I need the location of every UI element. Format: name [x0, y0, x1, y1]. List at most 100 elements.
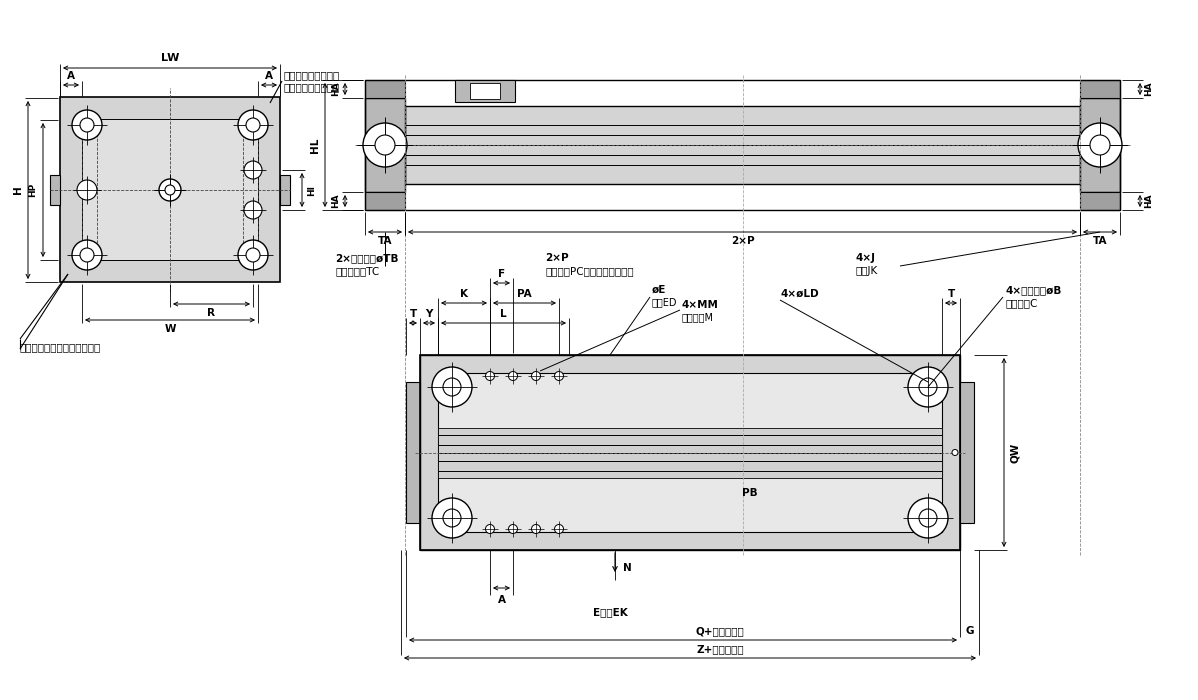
Text: Y: Y — [425, 309, 432, 319]
Text: HP: HP — [29, 183, 37, 197]
Bar — [1081, 80, 1120, 98]
Text: LW: LW — [161, 53, 180, 63]
Circle shape — [952, 449, 958, 456]
Text: 4×J: 4×J — [855, 253, 875, 263]
Circle shape — [555, 524, 563, 533]
Text: 4×座ぐり径øB: 4×座ぐり径øB — [1005, 285, 1061, 295]
Circle shape — [443, 378, 461, 396]
Text: HI: HI — [308, 185, 316, 195]
Circle shape — [165, 185, 175, 195]
Circle shape — [919, 509, 937, 527]
Text: A: A — [497, 595, 506, 605]
Bar — [420, 355, 960, 550]
Bar — [470, 83, 500, 99]
Text: HA: HA — [1144, 194, 1154, 209]
Circle shape — [159, 179, 181, 201]
Circle shape — [432, 367, 472, 407]
Circle shape — [238, 110, 268, 140]
Text: 2×P: 2×P — [545, 253, 569, 263]
Circle shape — [80, 118, 93, 132]
Bar — [60, 97, 280, 282]
Text: TA: TA — [1093, 236, 1107, 246]
Text: H: H — [13, 186, 23, 195]
Circle shape — [238, 240, 268, 270]
Text: 座ぐり深C: 座ぐり深C — [1005, 298, 1037, 308]
Circle shape — [80, 248, 93, 262]
Circle shape — [1078, 123, 1123, 167]
Text: A: A — [67, 71, 75, 81]
Bar — [81, 119, 258, 260]
Text: 4×MM: 4×MM — [682, 300, 719, 310]
Text: T: T — [948, 289, 955, 299]
Text: F: F — [498, 269, 506, 279]
Bar — [405, 106, 1081, 184]
Bar — [1081, 192, 1120, 210]
Circle shape — [555, 372, 563, 381]
Circle shape — [908, 367, 948, 407]
Circle shape — [244, 201, 262, 219]
Text: ストローク調整ねじ: ストローク調整ねじ — [283, 70, 339, 80]
Text: （インナーカバー）: （インナーカバー） — [283, 82, 339, 92]
Text: A: A — [265, 71, 273, 81]
Text: 深さED: 深さED — [652, 297, 678, 307]
Circle shape — [508, 524, 518, 533]
Circle shape — [363, 123, 407, 167]
Circle shape — [508, 372, 518, 381]
Text: HA: HA — [1144, 82, 1154, 97]
Text: L: L — [501, 309, 507, 319]
Circle shape — [77, 180, 97, 200]
Text: W: W — [164, 324, 176, 334]
Text: N: N — [623, 563, 631, 573]
Text: HA: HA — [332, 194, 340, 209]
Text: ねじ深さPC（座ぐり面ヨリ）: ねじ深さPC（座ぐり面ヨリ） — [545, 266, 634, 276]
Text: ねじ深さM: ねじ深さM — [682, 312, 714, 322]
Text: HL: HL — [310, 137, 320, 153]
Bar — [280, 175, 290, 205]
Circle shape — [485, 372, 495, 381]
Circle shape — [919, 378, 937, 396]
Circle shape — [246, 118, 260, 132]
Text: Z+ストローク: Z+ストローク — [696, 644, 744, 654]
Text: Q+ストローク: Q+ストローク — [696, 626, 744, 636]
Bar — [365, 80, 1120, 210]
Circle shape — [532, 524, 540, 533]
Circle shape — [908, 498, 948, 538]
Bar — [438, 373, 942, 532]
Text: 座ぐり深さTC: 座ぐり深さTC — [335, 266, 380, 276]
Bar — [420, 355, 960, 550]
Bar — [438, 428, 942, 477]
Text: PB: PB — [743, 487, 758, 498]
Text: øE: øE — [652, 285, 666, 295]
Circle shape — [1090, 135, 1111, 155]
Text: HA: HA — [332, 82, 340, 97]
Bar — [960, 382, 974, 523]
Bar — [365, 80, 405, 98]
Text: インナーカバー固定ビス注）: インナーカバー固定ビス注） — [20, 342, 102, 352]
Circle shape — [244, 161, 262, 179]
Bar — [406, 382, 420, 523]
Circle shape — [375, 135, 395, 155]
Bar — [1081, 98, 1120, 192]
Circle shape — [443, 509, 461, 527]
Text: K: K — [460, 289, 468, 299]
Text: PA: PA — [518, 289, 532, 299]
Circle shape — [432, 498, 472, 538]
Text: 2×P: 2×P — [731, 236, 755, 246]
Text: TA: TA — [377, 236, 392, 246]
Text: QW: QW — [1010, 442, 1019, 463]
Circle shape — [485, 524, 495, 533]
Text: 2×座ぐり径øTB: 2×座ぐり径øTB — [335, 253, 399, 263]
Text: R: R — [207, 308, 216, 318]
Circle shape — [72, 240, 102, 270]
Bar — [50, 175, 60, 205]
Bar — [365, 98, 405, 192]
Circle shape — [246, 248, 260, 262]
Text: T: T — [410, 309, 417, 319]
Circle shape — [532, 372, 540, 381]
Text: 4×øLD: 4×øLD — [781, 289, 819, 299]
Bar — [455, 80, 515, 102]
Text: G: G — [966, 626, 974, 636]
Circle shape — [72, 110, 102, 140]
Bar — [365, 192, 405, 210]
Text: E深さEK: E深さEK — [593, 607, 628, 617]
